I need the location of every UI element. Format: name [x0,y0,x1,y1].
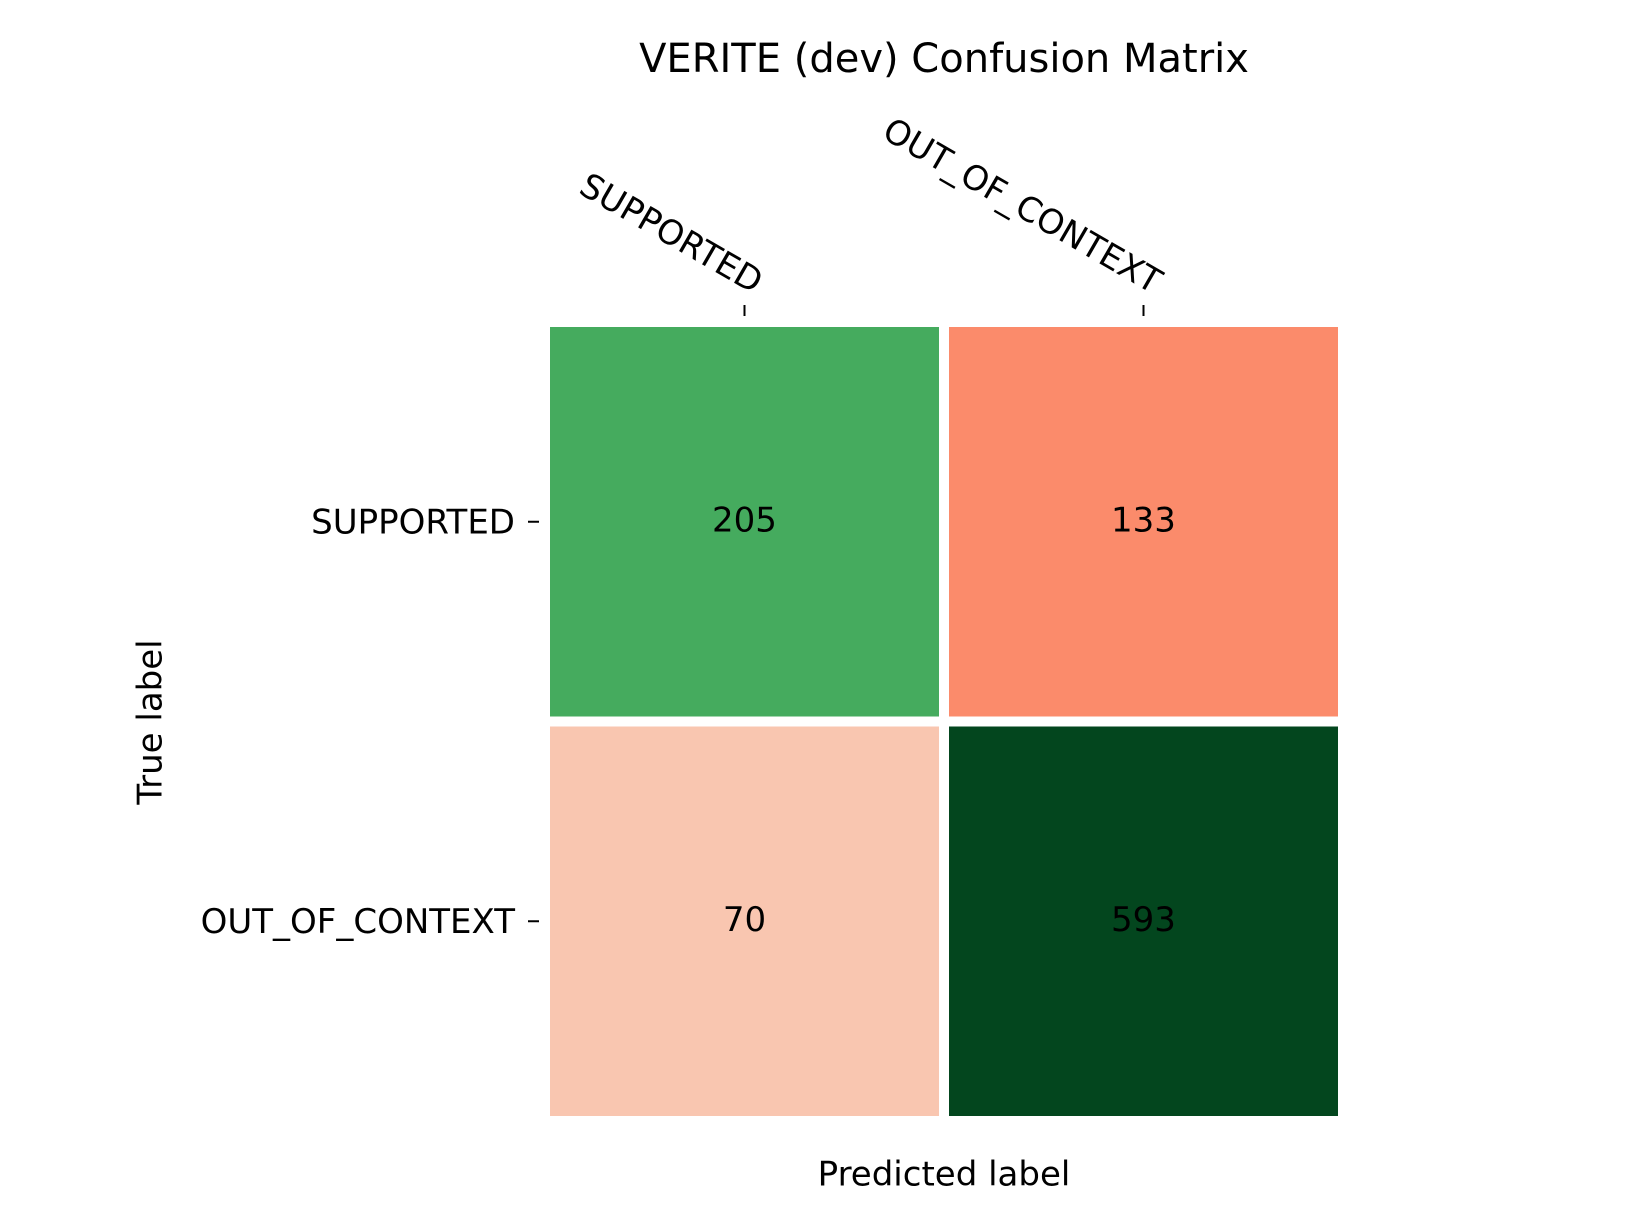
x-axis-label: Predicted label [818,1155,1071,1195]
y-tick-label: SUPPORTED [311,502,515,542]
x-tick-label: SUPPORTED [573,165,770,302]
cell-value-label: 133 [1111,500,1176,540]
cell-value-label: 593 [1111,900,1176,940]
heatmap-cell [550,726,939,1116]
heatmap-cell [949,726,1338,1116]
y-axis-label: True label [131,639,171,805]
heatmap-cell [949,327,1338,717]
cell-value-label: 205 [712,500,777,540]
cell-value-label: 70 [723,900,766,940]
y-tick-label: OUT_OF_CONTEXT [201,902,516,942]
chart-title: VERITE (dev) Confusion Matrix [639,36,1249,82]
heatmap-cell [550,327,939,717]
x-tick-label: OUT_OF_CONTEXT [876,110,1168,302]
